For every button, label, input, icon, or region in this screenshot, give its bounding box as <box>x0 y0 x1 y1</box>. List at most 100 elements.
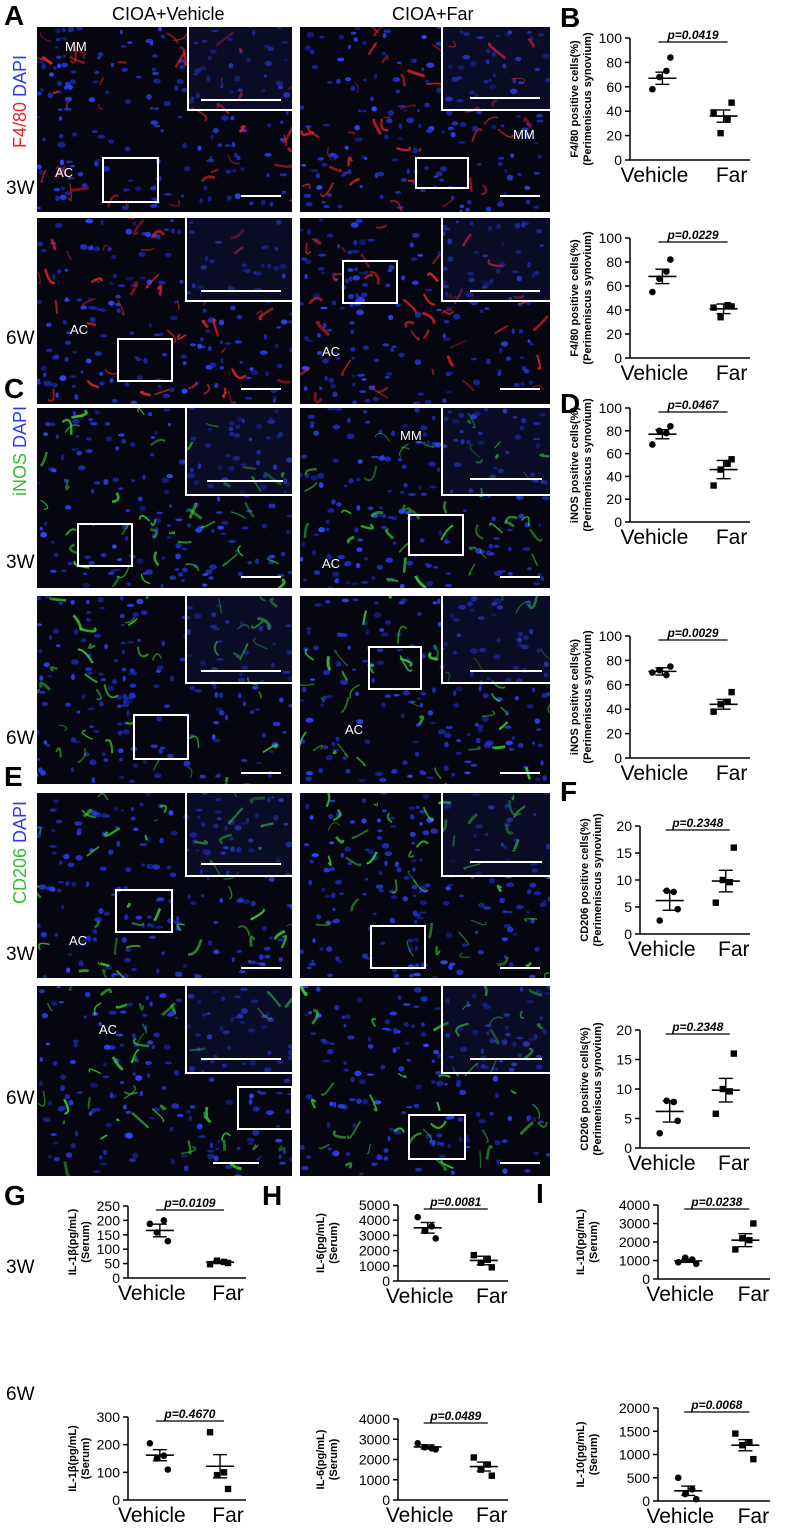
nucleus <box>124 146 131 152</box>
nucleus <box>139 1090 144 1097</box>
y-tick-label: 1500 <box>619 1423 650 1439</box>
nucleus <box>246 509 253 513</box>
nucleus <box>272 396 277 400</box>
nucleus <box>539 413 546 417</box>
stain-signal <box>422 329 430 340</box>
nucleus <box>65 296 69 302</box>
data-point-far <box>220 1469 228 1476</box>
image-label: AC <box>55 165 74 180</box>
stain-signal <box>56 165 67 178</box>
nucleus <box>409 58 418 64</box>
nucleus <box>501 1139 508 1144</box>
stain-signal <box>187 766 193 778</box>
nucleus <box>389 1128 395 1131</box>
nucleus <box>526 704 534 709</box>
stain-signal <box>537 1121 548 1129</box>
stain-signal <box>508 800 522 817</box>
nucleus <box>117 704 122 709</box>
nucleus <box>160 583 164 588</box>
nucleus <box>163 100 171 107</box>
nucleus <box>512 416 518 419</box>
nucleus <box>76 298 82 302</box>
stain-signal <box>218 833 232 845</box>
stain-signal <box>153 818 159 822</box>
nucleus <box>236 949 242 953</box>
x-category-label: Far <box>716 362 748 385</box>
nucleus <box>358 272 366 275</box>
nucleus <box>445 932 453 939</box>
nucleus <box>249 710 255 714</box>
nucleus <box>476 36 484 40</box>
nucleus <box>402 1003 411 1006</box>
data-point-far <box>710 109 717 116</box>
y-tick-label: 0 <box>112 1492 120 1508</box>
stain-signal <box>422 293 436 306</box>
stain-signal <box>251 619 265 629</box>
nucleus <box>536 119 544 123</box>
timepoint-label-3w: 3W <box>6 178 35 199</box>
nucleus <box>274 409 279 414</box>
nucleus <box>441 129 445 134</box>
p-value-label: p=0.4670 <box>163 1407 215 1421</box>
nucleus <box>438 729 446 735</box>
nucleus <box>193 72 199 76</box>
nucleus <box>130 400 137 404</box>
nucleus <box>468 488 474 493</box>
nucleus <box>493 598 502 604</box>
stain-signal <box>513 805 526 818</box>
nucleus <box>38 649 43 654</box>
nucleus <box>351 249 360 254</box>
data-point-far <box>750 1220 757 1227</box>
nucleus <box>72 1039 79 1043</box>
nucleus <box>195 808 203 812</box>
nucleus <box>207 196 212 202</box>
nucleus <box>496 605 503 610</box>
nucleus <box>49 844 58 848</box>
stain-signal <box>288 85 292 90</box>
stain-signal <box>185 563 200 572</box>
nucleus <box>104 421 111 426</box>
nucleus <box>252 1106 260 1112</box>
nucleus <box>267 796 271 803</box>
nucleus <box>309 859 314 864</box>
nucleus <box>352 275 361 281</box>
stain-signal <box>123 1091 138 1095</box>
nucleus <box>231 141 236 148</box>
nucleus <box>149 453 155 457</box>
nucleus <box>227 37 233 41</box>
nucleus <box>228 63 234 69</box>
nucleus <box>534 270 540 276</box>
stain-signal <box>525 766 531 780</box>
nucleus <box>537 743 543 748</box>
nucleus <box>88 417 93 422</box>
stain-signal <box>76 414 84 418</box>
nucleus <box>546 986 550 990</box>
data-point-far <box>728 688 735 696</box>
data-point-vehicle <box>667 256 674 263</box>
nucleus <box>342 756 347 760</box>
nucleus <box>264 954 271 959</box>
nucleus <box>307 229 312 235</box>
nucleus <box>50 1133 57 1136</box>
stain-signal <box>432 43 442 52</box>
nucleus <box>122 675 126 682</box>
x-category-label: Far <box>212 1504 244 1527</box>
nucleus <box>311 853 319 858</box>
nucleus <box>121 205 129 211</box>
y-tick-label: 100 <box>97 1241 121 1257</box>
nucleus <box>167 753 174 759</box>
nucleus <box>420 1022 425 1027</box>
nucleus <box>117 284 126 287</box>
nucleus <box>195 92 200 99</box>
nucleus <box>161 353 168 357</box>
nucleus <box>420 189 426 192</box>
stain-signal <box>127 218 135 220</box>
nucleus <box>507 546 512 552</box>
nucleus <box>542 1028 547 1035</box>
nucleus <box>283 822 289 826</box>
scale-bar <box>201 99 281 101</box>
nucleus <box>400 177 407 182</box>
stain-signal <box>176 333 187 340</box>
nucleus <box>371 1162 378 1166</box>
nucleus <box>425 563 432 568</box>
